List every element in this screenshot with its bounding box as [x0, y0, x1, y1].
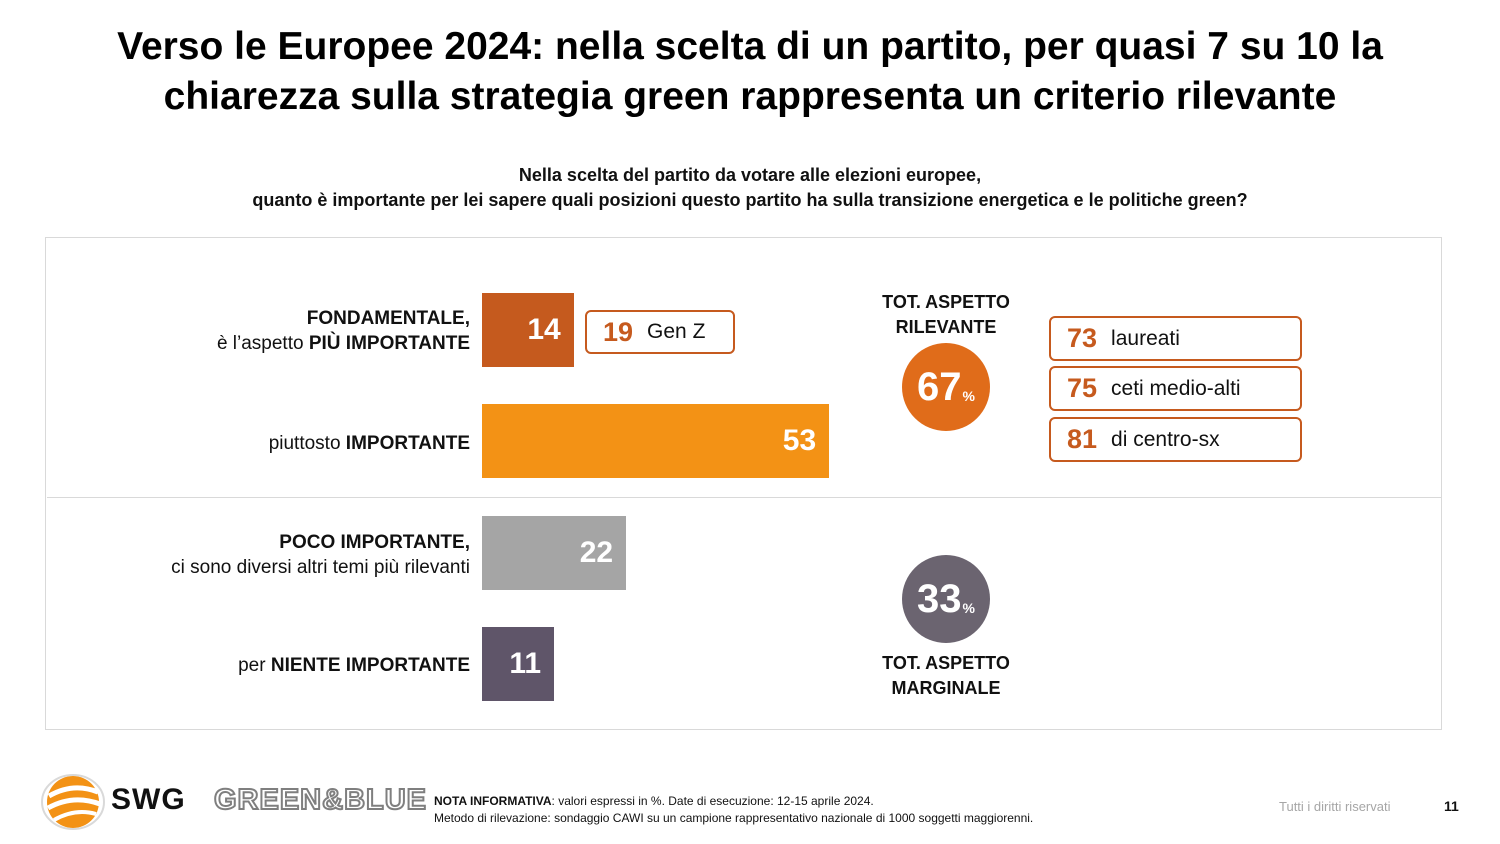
total-marginal-label-line2: MARGINALE — [891, 678, 1001, 698]
total-marginal-circle: 33% — [902, 555, 990, 643]
note-method: Metodo di rilevazione: sondaggio CAWI su… — [434, 811, 1034, 825]
chart-panel — [45, 237, 1442, 730]
label-fondamentale-bold: FONDAMENTALE, — [306, 308, 470, 329]
footer-note: NOTA INFORMATIVA: valori espressi in %. … — [434, 793, 1033, 827]
total-relevant-label: TOT. ASPETTO RILEVANTE — [870, 290, 1022, 340]
greenblue-logo-text: GREEN&BLUE — [213, 783, 428, 817]
label-poco-bold: POCO IMPORTANTE, — [279, 532, 470, 553]
genz-value: 19 — [603, 316, 634, 347]
segment-label-centro-sx: di centro-sx — [1111, 427, 1220, 451]
swg-globe-icon — [41, 774, 105, 830]
bar-value-importante: 53 — [782, 424, 817, 457]
segment-box-laureati: 73 laureati — [1049, 316, 1302, 361]
survey-question: Nella scelta del partito da votare alle … — [0, 163, 1500, 213]
label-fondamentale-plain: è l’aspetto — [216, 333, 309, 354]
title-line-1: Verso le Europee 2024: nella scelta di u… — [117, 25, 1383, 68]
label-importante-plain: piuttosto — [268, 433, 346, 454]
bar-value-fondamentale: 14 — [527, 313, 561, 346]
bar-value-poco-importante: 22 — [579, 536, 614, 569]
total-marginal-value: 33 — [917, 576, 962, 621]
category-label-niente: per NIENTE IMPORTANTE — [238, 653, 470, 678]
segment-box-ceti: 75 ceti medio-alti — [1049, 366, 1302, 411]
total-marginal-label: TOT. ASPETTO MARGINALE — [870, 651, 1022, 701]
bar-niente-importante — [482, 627, 555, 701]
total-relevant-label-line2: RILEVANTE — [895, 317, 997, 337]
label-importante-bold: IMPORTANTE — [345, 433, 470, 454]
label-niente-bold: NIENTE IMPORTANTE — [270, 655, 470, 676]
question-line-1: Nella scelta del partito da votare alle … — [518, 165, 982, 185]
note-label: NOTA INFORMATIVA — [434, 794, 552, 808]
page-number: 11 — [1444, 798, 1459, 814]
bar-value-niente-importante: 11 — [509, 647, 542, 680]
segment-value-ceti: 75 — [1067, 373, 1098, 403]
segment-box-centro-sx: 81 di centro-sx — [1049, 417, 1302, 462]
segment-value-laureati: 73 — [1067, 323, 1098, 353]
total-relevant-circle: 67% — [902, 343, 990, 431]
segment-value-centro-sx: 81 — [1067, 424, 1098, 454]
bar-fondamentale — [482, 293, 574, 367]
total-relevant-label-line1: TOT. ASPETTO — [882, 292, 1010, 312]
bar-importante — [482, 404, 830, 478]
category-label-importante: piuttosto IMPORTANTE — [269, 431, 470, 456]
note-text: : valori espressi in %. Date di esecuzio… — [551, 794, 874, 808]
swg-logo-text: SWG — [111, 783, 186, 816]
bar-poco-importante — [482, 516, 627, 590]
page-title: Verso le Europee 2024: nella scelta di u… — [0, 22, 1500, 122]
label-poco-plain: ci sono diversi altri temi più rilevanti — [171, 557, 470, 578]
segment-label-laureati: laureati — [1111, 326, 1180, 350]
rights-text: Tutti i diritti riservati — [1279, 799, 1391, 814]
label-fondamentale-bold2: PIÙ IMPORTANTE — [308, 333, 470, 354]
total-marginal-unit: % — [962, 600, 975, 616]
total-relevant-unit: % — [962, 388, 975, 404]
panel-divider — [47, 497, 1441, 498]
label-niente-plain: per — [238, 655, 271, 676]
total-relevant-value: 67 — [917, 364, 962, 409]
genz-label: Gen Z — [647, 320, 706, 343]
total-marginal-label-line1: TOT. ASPETTO — [882, 653, 1010, 673]
question-line-2: quanto è importante per lei sapere quali… — [252, 190, 1248, 210]
category-label-fondamentale: FONDAMENTALE, è l’aspetto PIÙ IMPORTANTE — [217, 306, 470, 356]
segment-label-ceti: ceti medio-alti — [1111, 376, 1241, 400]
title-line-2: chiarezza sulla strategia green rapprese… — [163, 75, 1337, 118]
genz-callout: 19 Gen Z — [585, 310, 735, 354]
category-label-poco: POCO IMPORTANTE, ci sono diversi altri t… — [171, 530, 470, 580]
